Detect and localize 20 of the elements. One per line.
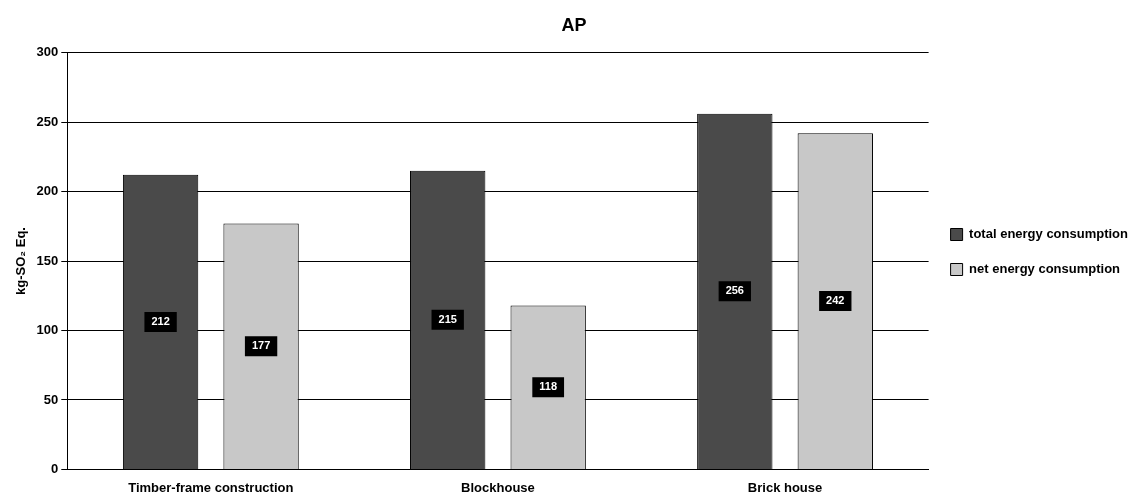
x-tick-label: Blockhouse (461, 479, 535, 495)
legend-label: total energy consumption (969, 226, 1129, 242)
y-axis-title: kg-SO₂ Eq. (13, 227, 29, 295)
data-label: 242 (826, 294, 845, 307)
y-tick-label: 150 (36, 252, 59, 268)
y-tick-label: 250 (36, 113, 59, 129)
y-tick-label: 100 (36, 322, 59, 338)
x-tick-label: Timber-frame construction (128, 479, 294, 495)
y-tick-label: 50 (43, 391, 59, 407)
data-label: 118 (539, 380, 558, 393)
y-tick-label: 0 (51, 460, 59, 476)
data-label: 256 (725, 284, 744, 297)
chart-title: AP (561, 14, 587, 35)
data-label: 212 (151, 314, 170, 327)
x-tick-label: Brick house (747, 479, 823, 495)
y-tick-label: 200 (36, 183, 59, 199)
y-tick-label: 300 (36, 44, 59, 60)
data-label: 215 (438, 312, 457, 325)
legend-label: net energy consumption (969, 261, 1121, 277)
data-label: 177 (251, 339, 271, 352)
